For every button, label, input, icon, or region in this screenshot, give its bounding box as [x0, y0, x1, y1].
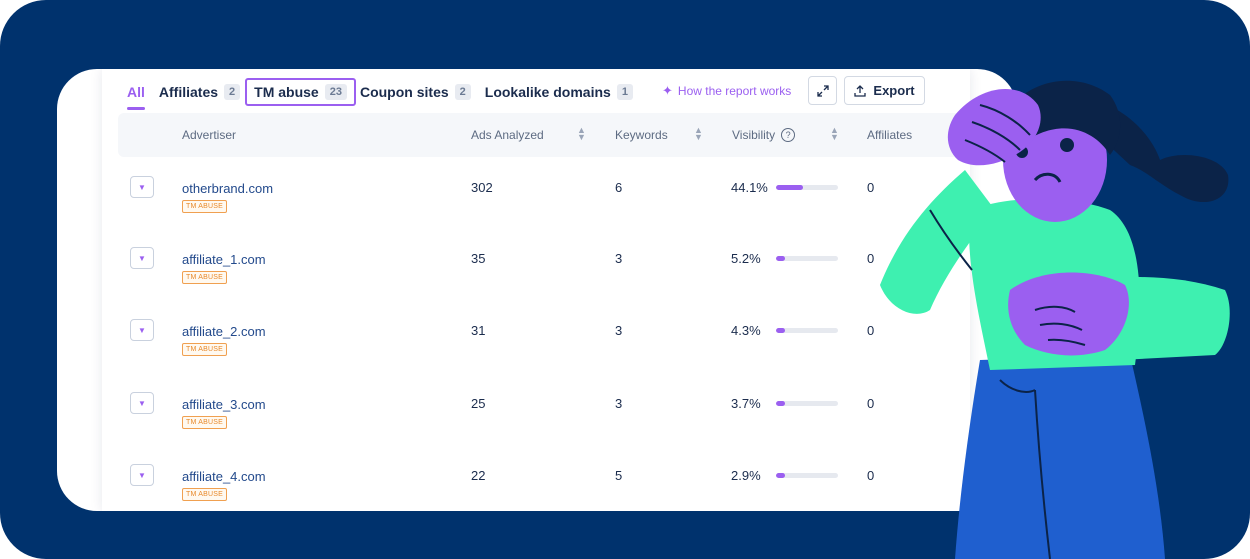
affiliates-value: 0	[867, 180, 875, 195]
tab-affiliates[interactable]: Affiliates 2	[158, 84, 241, 100]
caret-down-icon: ▼	[138, 182, 146, 192]
ads-analyzed-value: 302	[471, 180, 493, 195]
expand-row-button[interactable]: ▼	[130, 464, 154, 486]
export-button[interactable]: Export	[844, 76, 925, 105]
table-header: Advertiser Ads Analyzed ▲ ▼ Keywords ▲ ▼ V…	[118, 113, 970, 157]
how-label: How the report works	[677, 84, 792, 98]
keywords-value: 3	[615, 251, 623, 266]
tm-abuse-badge: TM ABUSE	[182, 200, 227, 213]
tm-abuse-badge: TM ABUSE	[182, 416, 227, 429]
column-keywords[interactable]: Keywords	[615, 128, 668, 142]
ads-analyzed-value: 35	[471, 251, 486, 266]
sort-icon[interactable]: ▲ ▼	[577, 125, 586, 142]
tab-label: Affiliates	[158, 84, 219, 100]
tab-label: Lookalike domains	[484, 84, 611, 100]
ads-analyzed-value: 31	[471, 323, 486, 338]
column-visibility[interactable]: Visibility?	[732, 128, 796, 142]
tab-coupon-sites[interactable]: Coupon sites 2	[360, 84, 471, 100]
expand-row-button[interactable]: ▼	[130, 392, 154, 414]
column-ads-analyzed[interactable]: Ads Analyzed	[471, 128, 544, 142]
caret-down-icon: ▼	[138, 253, 146, 263]
help-icon[interactable]: ?	[781, 128, 796, 142]
tab-all[interactable]: All	[127, 84, 145, 110]
keywords-value: 3	[615, 396, 623, 411]
caret-down-icon: ▼	[138, 470, 146, 480]
table-row: ▼ affiliate_3.com TM ABUSE 25 3 3.7% 0	[118, 389, 970, 461]
visibility-bar	[776, 185, 838, 190]
visibility-bar-fill	[776, 256, 785, 261]
tab-label: All	[127, 84, 145, 100]
visibility-value: 5.2%	[731, 251, 761, 266]
expand-row-button[interactable]: ▼	[130, 176, 154, 198]
expand-row-button[interactable]: ▼	[130, 247, 154, 269]
advertiser-domain[interactable]: affiliate_2.com	[182, 324, 266, 339]
visibility-value: 3.7%	[731, 396, 761, 411]
column-label: Visibility	[732, 128, 776, 142]
tab-label: TM abuse	[254, 84, 319, 100]
visibility-bar-fill	[776, 185, 804, 190]
ads-analyzed-value: 22	[471, 468, 486, 483]
tab-lookalike-domains[interactable]: Lookalike domains 1	[485, 84, 633, 100]
visibility-bar-fill	[776, 328, 785, 333]
how-report-works-link[interactable]: ✦ How the report works	[662, 83, 791, 99]
visibility-bar-fill	[776, 473, 785, 478]
table-row: ▼ affiliate_1.com TM ABUSE 35 3 5.2% 0	[118, 244, 970, 316]
visibility-bar	[776, 256, 838, 261]
upload-icon	[854, 84, 867, 97]
visibility-bar	[776, 328, 838, 333]
worried-person-illustration	[880, 80, 1230, 559]
expand-button[interactable]	[808, 76, 837, 105]
visibility-value: 2.9%	[731, 468, 761, 483]
tab-count: 23	[324, 84, 347, 100]
advertiser-domain[interactable]: affiliate_3.com	[182, 397, 266, 412]
table-row: ▼ affiliate_2.com TM ABUSE 31 3 4.3% 0	[118, 316, 970, 388]
visibility-bar-fill	[776, 401, 785, 406]
affiliates-value: 0	[867, 468, 875, 483]
advertiser-domain[interactable]: otherbrand.com	[182, 181, 274, 196]
tm-abuse-badge: TM ABUSE	[182, 488, 227, 501]
export-label: Export	[873, 83, 915, 98]
affiliates-value: 0	[867, 251, 875, 266]
table-row: ▼ affiliate_4.com TM ABUSE 22 5 2.9% 0	[118, 461, 970, 511]
advertiser-domain[interactable]: affiliate_4.com	[182, 469, 266, 484]
sort-icon[interactable]: ▲ ▼	[694, 125, 703, 142]
visibility-value: 4.3%	[731, 323, 761, 338]
expand-row-button[interactable]: ▼	[130, 319, 154, 341]
tab-count: 2	[224, 84, 241, 100]
tab-bar: All Affiliates 2 TM abuse 23 Coupon sites 2…	[127, 77, 647, 110]
tab-tm-abuse[interactable]: TM abuse 23	[245, 78, 356, 106]
caret-down-icon: ▼	[138, 325, 146, 335]
visibility-value: 44.1%	[731, 180, 768, 195]
caret-down-icon: ▼	[138, 398, 146, 408]
advertiser-domain[interactable]: affiliate_1.com	[182, 252, 266, 267]
tab-count: 1	[616, 84, 633, 100]
tab-label: Coupon sites	[359, 84, 449, 100]
column-advertiser[interactable]: Advertiser	[182, 128, 237, 142]
table-row: ▼ otherbrand.com TM ABUSE 302 6 44.1% 0	[118, 173, 970, 245]
affiliates-value: 0	[867, 323, 875, 338]
visibility-bar	[776, 473, 838, 478]
tab-count: 2	[454, 84, 471, 100]
expand-icon	[816, 84, 829, 97]
keywords-value: 5	[615, 468, 623, 483]
keywords-value: 6	[615, 180, 623, 195]
report-card: All Affiliates 2 TM abuse 23 Coupon sites 2…	[57, 69, 1017, 511]
tm-abuse-badge: TM ABUSE	[182, 343, 227, 356]
keywords-value: 3	[615, 323, 623, 338]
sort-icon[interactable]: ▲ ▼	[830, 125, 839, 142]
ads-analyzed-value: 25	[471, 396, 486, 411]
affiliates-value: 0	[867, 396, 875, 411]
visibility-bar	[776, 401, 838, 406]
tm-abuse-badge: TM ABUSE	[182, 271, 227, 284]
column-affiliates[interactable]: Affiliates	[867, 128, 913, 142]
sparkle-icon: ✦	[662, 83, 673, 98]
